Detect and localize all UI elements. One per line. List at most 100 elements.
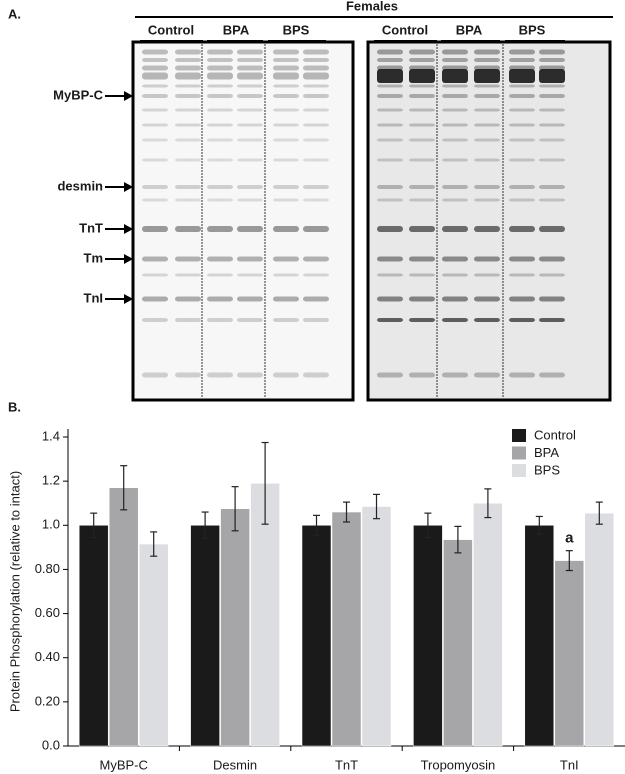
gel-band bbox=[509, 49, 535, 55]
gel-band bbox=[175, 372, 201, 378]
gel-band bbox=[474, 318, 500, 322]
gel-band bbox=[409, 108, 435, 112]
gel-band bbox=[175, 185, 201, 189]
gel-band bbox=[509, 94, 535, 98]
gel-band bbox=[273, 185, 299, 189]
gel-band bbox=[474, 94, 500, 98]
gel-band bbox=[474, 158, 500, 162]
gel-band bbox=[509, 198, 535, 202]
gel-band bbox=[303, 49, 329, 55]
gel-band bbox=[409, 273, 435, 277]
gel-band bbox=[303, 158, 329, 162]
gel-band bbox=[207, 185, 233, 189]
gel-band bbox=[237, 226, 263, 232]
gel-band bbox=[142, 58, 168, 62]
gel-band bbox=[273, 123, 299, 127]
gel-band bbox=[474, 372, 500, 378]
y-tick-label: 1.4 bbox=[42, 428, 60, 443]
gel-band bbox=[442, 123, 468, 127]
gel-band bbox=[409, 84, 435, 88]
band-label: Tm bbox=[84, 250, 104, 265]
gel-band bbox=[303, 318, 329, 322]
gel-band bbox=[377, 256, 403, 262]
gel-band bbox=[207, 296, 233, 302]
band-label: TnT bbox=[79, 220, 103, 235]
band-arrowhead bbox=[124, 254, 133, 264]
gel-band bbox=[273, 138, 299, 142]
gel-band bbox=[175, 94, 201, 98]
gel-title: Females bbox=[346, 0, 398, 13]
gel-band bbox=[237, 198, 263, 202]
gel-band bbox=[409, 372, 435, 378]
band-label: TnI bbox=[84, 290, 104, 305]
gel-band bbox=[377, 198, 403, 202]
bar bbox=[108, 487, 139, 747]
gel-band bbox=[539, 158, 565, 162]
gel-band bbox=[175, 58, 201, 62]
gel-band bbox=[273, 198, 299, 202]
gel-band bbox=[303, 108, 329, 112]
gel-band bbox=[409, 58, 435, 62]
gel-band bbox=[474, 58, 500, 62]
gel-band bbox=[474, 123, 500, 127]
gel-band bbox=[237, 256, 263, 262]
gel-band bbox=[409, 185, 435, 189]
gel-band bbox=[207, 123, 233, 127]
legend-swatch bbox=[512, 429, 526, 442]
gel-band bbox=[207, 372, 233, 378]
gel-band bbox=[237, 58, 263, 62]
group-label: BPS bbox=[283, 22, 310, 37]
gel-band bbox=[409, 296, 435, 302]
gel-band bbox=[409, 138, 435, 142]
gel-band bbox=[273, 226, 299, 232]
gel-band bbox=[273, 84, 299, 88]
gel-band bbox=[474, 49, 500, 55]
bar bbox=[220, 508, 250, 747]
annotation: a bbox=[565, 530, 574, 547]
gel-band bbox=[377, 273, 403, 277]
gel-band bbox=[273, 65, 299, 71]
gel-band bbox=[142, 256, 168, 262]
gel-band bbox=[273, 372, 299, 378]
x-tick-label: TnT bbox=[335, 757, 358, 772]
gel-band bbox=[377, 49, 403, 55]
legend-swatch bbox=[512, 464, 526, 477]
gel-band bbox=[539, 226, 565, 232]
gel-band bbox=[207, 108, 233, 112]
gel-band bbox=[207, 58, 233, 62]
gel-band bbox=[474, 198, 500, 202]
gel-band bbox=[273, 318, 299, 322]
gel-band bbox=[303, 256, 329, 262]
gel-band bbox=[377, 94, 403, 98]
gel-band bbox=[142, 49, 168, 55]
y-tick-label: 0.20 bbox=[35, 693, 60, 708]
gel-band bbox=[303, 94, 329, 98]
gel-band bbox=[377, 84, 403, 88]
gel-band bbox=[509, 58, 535, 62]
gel-band bbox=[509, 296, 535, 302]
gel-band bbox=[237, 138, 263, 142]
gel-band bbox=[142, 84, 168, 88]
gel-band bbox=[175, 108, 201, 112]
gel-band bbox=[539, 84, 565, 88]
gel-band bbox=[207, 84, 233, 88]
legend-label: Control bbox=[534, 427, 576, 442]
gel-band bbox=[539, 198, 565, 202]
gel-band bbox=[142, 123, 168, 127]
gel-band bbox=[409, 256, 435, 262]
legend-label: BPA bbox=[534, 445, 559, 460]
bar bbox=[554, 560, 585, 747]
gel-band bbox=[474, 138, 500, 142]
gel-band bbox=[409, 123, 435, 127]
gel-band bbox=[207, 256, 233, 262]
gel-band bbox=[409, 198, 435, 202]
gel-band bbox=[175, 256, 201, 262]
gel-band bbox=[409, 94, 435, 98]
group-label: BPS bbox=[519, 22, 546, 37]
gel-band bbox=[273, 256, 299, 262]
gel-band bbox=[175, 158, 201, 162]
gel-band bbox=[409, 158, 435, 162]
bar bbox=[413, 525, 443, 747]
gel-band bbox=[142, 108, 168, 112]
